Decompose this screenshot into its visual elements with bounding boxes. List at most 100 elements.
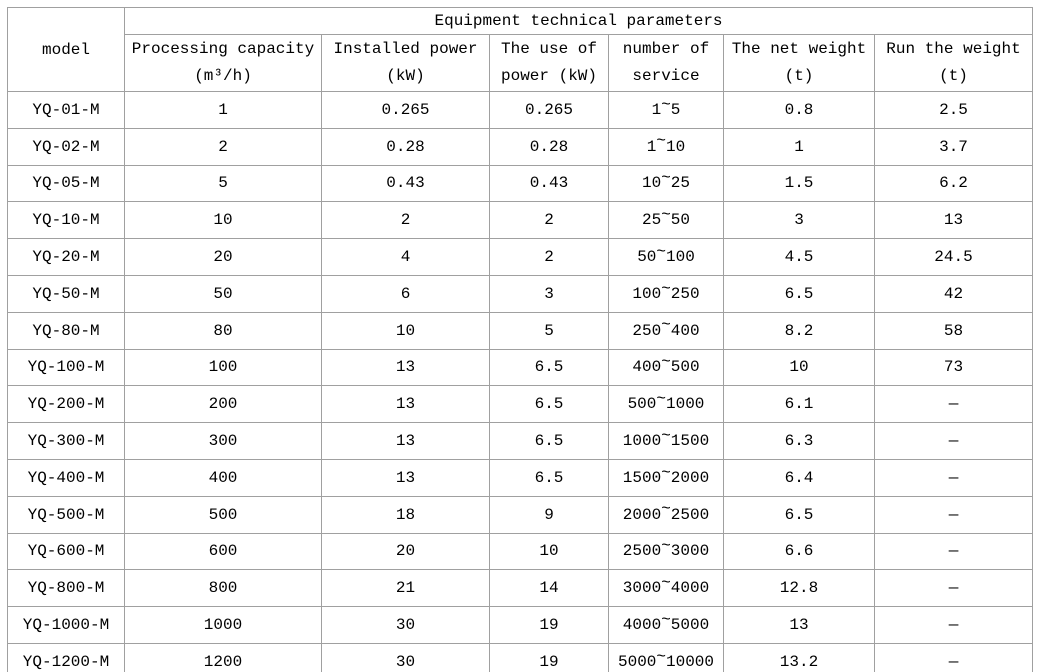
- net-weight-cell: 12.8: [723, 569, 875, 608]
- tilde-mark: ~: [656, 242, 666, 261]
- number-of-service-cell: 5000~10000: [608, 642, 724, 672]
- table-row: YQ-05-M 5 0.43 0.43 10~25 1.5 6.2: [7, 164, 1034, 203]
- tilde-mark: ~: [661, 573, 671, 592]
- run-weight-cell: 3.7: [873, 127, 1034, 166]
- tilde-mark: ~: [661, 537, 671, 556]
- net-weight-cell: 6.6: [723, 532, 875, 571]
- run-weight-cell: —: [873, 569, 1034, 608]
- net-weight-cell: 6.4: [723, 458, 875, 497]
- run-weight-cell: 24.5: [873, 238, 1034, 276]
- table-row: YQ-02-M 2 0.28 0.28 1~10 1 3.7: [7, 127, 1034, 166]
- processing-capacity-cell: 5: [124, 164, 322, 203]
- processing-capacity-cell: 300: [124, 422, 322, 460]
- run-weight-cell: 13: [873, 201, 1034, 240]
- tilde-mark: ~: [661, 463, 671, 482]
- table-row: YQ-50-M 50 6 3 100~250 6.5 42: [7, 274, 1034, 313]
- net-weight-cell: 6.5: [723, 274, 875, 313]
- subheader-row: Processing capacity (m³/h) Installed pow…: [8, 34, 1034, 92]
- net-weight-cell: 6.1: [723, 385, 875, 424]
- table-row: YQ-400-M 400 13 6.5 1500~2000 6.4—: [7, 458, 1034, 497]
- model-cell: YQ-1000-M: [7, 606, 125, 644]
- use-of-power-cell: 6.5: [489, 348, 609, 387]
- run-weight-cell: 58: [873, 311, 1034, 350]
- net-weight-cell: 4.5: [723, 238, 875, 276]
- use-of-power-cell: 14: [489, 569, 609, 608]
- tilde-mark: ~: [661, 169, 671, 188]
- table-row: YQ-1000-M 1000 30 19 4000~5000 13—: [7, 606, 1034, 644]
- title-row: model Equipment technical parameters: [7, 7, 1034, 92]
- use-of-power-cell: 9: [489, 495, 609, 534]
- header-unit: service: [632, 67, 700, 85]
- table-row: YQ-600-M 600 20 10 2500~3000 6.6—: [7, 532, 1034, 571]
- header-line: Processing capacity: [131, 40, 315, 58]
- installed-power-header: Installed power (kW): [321, 34, 490, 92]
- model-cell: YQ-400-M: [7, 458, 125, 497]
- model-cell: YQ-05-M: [7, 164, 125, 203]
- header-line: number of: [622, 40, 710, 58]
- installed-power-cell: 30: [321, 642, 490, 672]
- table-body: YQ-01-M 1 0.265 0.265 1~5 0.8 2.5 YQ-02-M 2 0.28 0…: [7, 91, 1034, 672]
- processing-capacity-cell: 500: [124, 495, 322, 534]
- number-of-service-cell: 2500~3000: [608, 532, 724, 571]
- number-of-service-cell: 25~50: [608, 201, 724, 240]
- use-of-power-cell: 3: [489, 274, 609, 313]
- model-cell: YQ-300-M: [7, 422, 125, 460]
- header-line: Installed power: [333, 40, 478, 58]
- run-weight-cell: —: [873, 642, 1034, 672]
- use-of-power-cell: 2: [489, 238, 609, 276]
- model-cell: YQ-80-M: [7, 311, 125, 350]
- table-row: YQ-1200-M 1200 30 19 5000~10000 13.2—: [7, 642, 1034, 672]
- net-weight-cell: 6.5: [723, 495, 875, 534]
- processing-capacity-header: Processing capacity (m³/h): [124, 34, 322, 92]
- number-of-service-cell: 3000~4000: [608, 569, 724, 608]
- tilde-mark: ~: [661, 316, 671, 335]
- use-of-power-cell: 2: [489, 201, 609, 240]
- tilde-mark: ~: [661, 95, 671, 114]
- processing-capacity-cell: 1000: [124, 606, 322, 644]
- model-cell: YQ-100-M: [7, 348, 125, 387]
- installed-power-cell: 2: [321, 201, 490, 240]
- run-weight-cell: —: [873, 495, 1034, 534]
- run-weight-header: Run the weight (t): [873, 34, 1034, 92]
- net-weight-cell: 13: [723, 606, 875, 644]
- use-of-power-cell: 10: [489, 532, 609, 571]
- installed-power-cell: 30: [321, 606, 490, 644]
- installed-power-cell: 13: [321, 458, 490, 497]
- use-of-power-cell: 5: [489, 311, 609, 350]
- use-of-power-cell: 6.5: [489, 422, 609, 460]
- number-of-service-cell: 1~5: [608, 91, 724, 129]
- installed-power-cell: 13: [321, 385, 490, 424]
- number-of-service-cell: 50~100: [608, 238, 724, 276]
- net-weight-cell: 3: [723, 201, 875, 240]
- use-of-power-cell: 19: [489, 642, 609, 672]
- number-of-service-cell: 100~250: [608, 274, 724, 313]
- use-of-power-cell: 19: [489, 606, 609, 644]
- processing-capacity-cell: 20: [124, 238, 322, 276]
- tilde-mark: ~: [661, 353, 671, 372]
- use-of-power-cell: 0.265: [489, 91, 609, 129]
- tilde-mark: ~: [661, 610, 671, 629]
- table-row: YQ-20-M 20 4 2 50~100 4.5 24.5: [7, 238, 1034, 276]
- model-cell: YQ-200-M: [7, 385, 125, 424]
- tilde-mark: ~: [661, 500, 671, 519]
- tilde-mark: ~: [661, 279, 671, 298]
- use-of-power-cell: 0.43: [489, 164, 609, 203]
- use-of-power-header: The use of power (kW): [489, 34, 609, 92]
- net-weight-cell: 6.3: [723, 422, 875, 460]
- processing-capacity-cell: 800: [124, 569, 322, 608]
- model-cell: YQ-50-M: [7, 274, 125, 313]
- model-column-header: model: [7, 7, 125, 92]
- installed-power-cell: 18: [321, 495, 490, 534]
- tilde-mark: ~: [661, 206, 671, 225]
- net-weight-cell: 1: [723, 127, 875, 166]
- installed-power-cell: 13: [321, 348, 490, 387]
- tilde-mark: ~: [661, 426, 671, 445]
- header-unit: (m³/h): [194, 67, 252, 85]
- model-cell: YQ-02-M: [7, 127, 125, 166]
- run-weight-cell: 6.2: [873, 164, 1034, 203]
- header-unit: (t): [939, 67, 968, 85]
- number-of-service-cell: 10~25: [608, 164, 724, 203]
- net-weight-header: The net weight (t): [723, 34, 875, 92]
- tilde-mark: ~: [656, 647, 666, 666]
